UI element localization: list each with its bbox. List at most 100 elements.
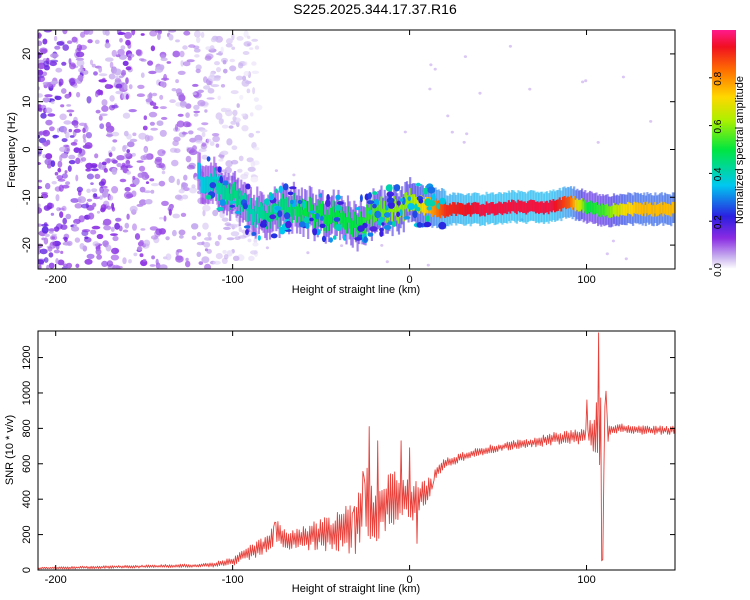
spectrogram-noise-blob <box>226 160 232 167</box>
spectrogram-ridge-core <box>233 182 237 199</box>
colorbar-tick-label: 0.4 <box>713 167 724 181</box>
spectrogram-noise-blob <box>69 78 76 86</box>
spectrogram-noise-blob <box>139 253 144 258</box>
spectrogram-ridge-core <box>262 205 265 222</box>
spectrogram-noise-blob <box>152 102 157 107</box>
spectrogram-noise-blob <box>174 194 183 200</box>
spectrogram-noise-blob <box>403 130 407 134</box>
spectrogram-noise-blob <box>94 39 100 44</box>
spectrogram-ridge-core <box>286 197 289 214</box>
spectrogram-ridge-core <box>299 206 302 223</box>
spectrogram-noise-blob <box>131 30 136 36</box>
spectrogram-ridge-core <box>254 211 257 228</box>
spectrogram-noise-blob <box>191 223 199 230</box>
spectrogram-noise-blob <box>114 222 120 230</box>
spectrogram-noise-blob <box>208 236 212 241</box>
spectrogram-noise-blob <box>124 152 131 157</box>
spectrogram-ridge-core <box>644 205 647 217</box>
spectrogram-ridge-core <box>222 186 225 203</box>
colorbar-tick-label: 0.8 <box>713 71 724 85</box>
spectrogram-noise-blob <box>215 112 223 120</box>
spectrogram-ridge-blob <box>321 235 327 243</box>
spectrogram-ridge-core <box>284 196 287 214</box>
spectrogram-ridge-blob <box>374 210 382 219</box>
spectrogram-noise-blob <box>188 130 194 135</box>
spectrogram-noise-blob <box>214 61 220 66</box>
spectrogram-noise-blob <box>528 87 532 91</box>
spectrogram-noise-blob <box>142 258 147 262</box>
spectrogram-noise-blob <box>88 212 95 220</box>
spectrogram-noise-blob <box>194 30 201 38</box>
spectrogram-noise-blob <box>181 132 188 135</box>
spectrogram-noise-blob <box>239 94 244 100</box>
spectrogram-noise-blob <box>59 154 63 162</box>
spectrogram-noise-blob <box>38 258 46 262</box>
spectrogram-x-ticks: -200 -100 0 100 <box>45 30 596 286</box>
spectrogram-noise-blob <box>161 77 170 81</box>
spectrogram-noise-blob <box>159 64 165 71</box>
spectrogram-noise-blob <box>179 234 184 239</box>
spectrogram-ridge-core <box>208 176 211 193</box>
spectrogram-noise-blob <box>380 244 384 247</box>
spectrogram-y-tick-label: -10 <box>21 189 33 205</box>
spectrogram-noise-blob <box>145 98 153 103</box>
spectrogram-ridge-core <box>321 201 324 218</box>
spectrogram-ridge-core <box>434 198 437 215</box>
spectrogram-noise-blob <box>211 133 220 137</box>
spectrogram-ridge-core <box>464 204 467 216</box>
spectrogram-noise-blob <box>117 32 126 35</box>
spectrogram-noise-blob <box>122 257 127 265</box>
spectrogram-noise-blob <box>217 95 221 101</box>
spectrogram-noise-blob <box>89 59 94 66</box>
spectrogram-noise-blob <box>181 182 189 188</box>
spectrogram-ridge-core <box>485 201 488 213</box>
spectrogram-noise-layer <box>38 30 653 269</box>
spectrogram-noise-blob <box>67 165 72 172</box>
spectrogram-noise-blob <box>57 160 63 168</box>
spectrogram-ridge-core <box>539 201 542 213</box>
spectrogram-noise-blob <box>70 198 79 203</box>
spectrogram-ridge-core <box>302 209 305 227</box>
spectrogram-ridge-blob <box>262 219 267 225</box>
spectrogram-ridge-blob <box>425 215 430 223</box>
spectrogram-ridge-core <box>493 204 496 216</box>
spectrogram-noise-blob <box>218 154 225 158</box>
spectrogram-noise-blob <box>251 70 260 75</box>
spectrogram-noise-blob <box>192 92 197 95</box>
spectrogram-ridge-core <box>507 200 510 212</box>
spectrogram-ridge-core <box>517 199 520 212</box>
spectrogram-ridge-blob <box>328 237 333 243</box>
spectrogram-ridge-core <box>482 203 485 216</box>
spectrogram-ridge-core <box>544 201 547 213</box>
spectrogram-noise-blob <box>38 179 43 183</box>
spectrogram-noise-blob <box>253 97 259 102</box>
spectrogram-noise-blob <box>115 83 123 89</box>
spectrogram-noise-blob <box>212 135 221 143</box>
spectrogram-noise-blob <box>86 173 94 180</box>
snr-x-tick-label: -100 <box>222 574 244 586</box>
spectrogram-noise-blob <box>462 140 466 144</box>
spectrogram-noise-blob <box>188 44 196 48</box>
spectrogram-noise-blob <box>109 61 114 69</box>
spectrogram-ridge-core <box>206 177 209 194</box>
spectrogram-noise-blob <box>96 254 102 260</box>
spectrogram-noise-blob <box>76 44 82 52</box>
spectrogram-noise-blob <box>75 263 80 268</box>
spectrogram-noise-blob <box>247 166 256 172</box>
spectrogram-noise-blob <box>243 71 250 76</box>
spectrogram-noise-blob <box>478 91 482 95</box>
spectrogram-noise-blob <box>112 139 118 143</box>
spectrogram-ridge-core <box>568 196 571 209</box>
spectrogram-noise-blob <box>176 178 180 186</box>
spectrogram-ridge-blob <box>416 222 423 228</box>
spectrogram-ridge-core <box>557 199 560 211</box>
spectrogram-ridge-core <box>483 204 487 217</box>
spectrogram-ridge-core <box>326 209 329 226</box>
spectrogram-noise-blob <box>180 60 184 67</box>
spectrogram-noise-blob <box>132 132 137 137</box>
spectrogram-noise-blob <box>86 198 93 202</box>
spectrogram-noise-blob <box>61 138 68 143</box>
spectrogram-ridge-blob <box>257 235 261 241</box>
spectrogram-ridge-core <box>579 199 582 212</box>
spectrogram-noise-blob <box>204 248 209 252</box>
